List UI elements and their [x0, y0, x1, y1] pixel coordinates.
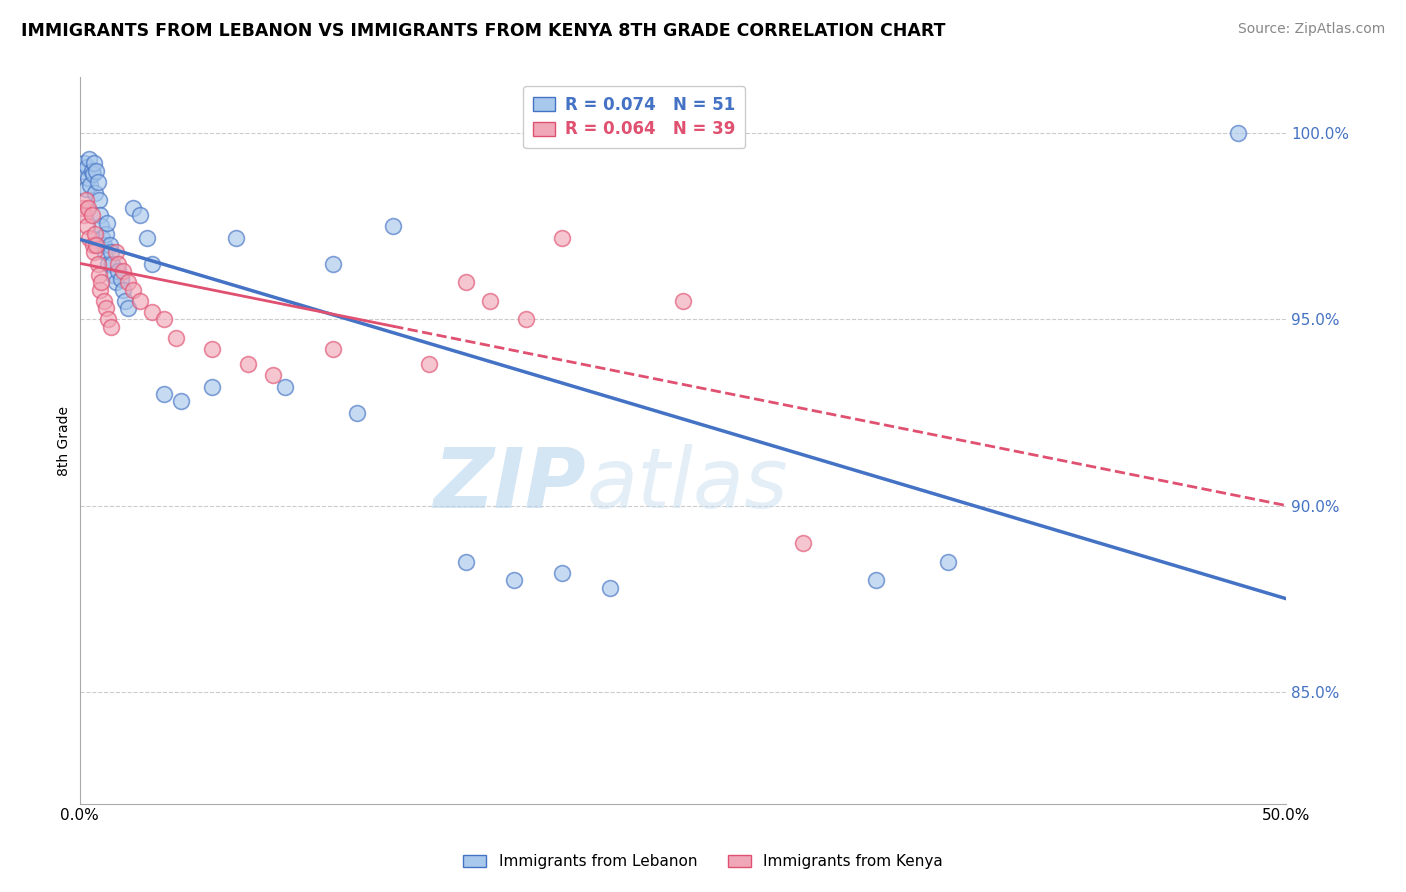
Y-axis label: 8th Grade: 8th Grade	[58, 406, 72, 475]
Point	[599, 581, 621, 595]
Point	[107, 264, 129, 278]
Text: IMMIGRANTS FROM LEBANON VS IMMIGRANTS FROM KENYA 8TH GRADE CORRELATION CHART: IMMIGRANTS FROM LEBANON VS IMMIGRANTS FR…	[21, 22, 946, 40]
Point	[141, 305, 163, 319]
Point	[76, 160, 98, 174]
Point	[454, 555, 477, 569]
Point	[110, 271, 132, 285]
Point	[90, 219, 112, 234]
Point	[77, 230, 100, 244]
Point	[201, 343, 224, 357]
Point	[114, 293, 136, 308]
Text: ZIP: ZIP	[433, 443, 586, 524]
Point	[84, 227, 107, 241]
Point	[91, 230, 114, 244]
Point	[128, 208, 150, 222]
Point	[551, 230, 574, 244]
Point	[84, 186, 107, 200]
Point	[77, 171, 100, 186]
Point	[136, 230, 159, 244]
Point	[93, 293, 115, 308]
Point	[936, 555, 959, 569]
Point	[75, 194, 97, 208]
Point	[103, 268, 125, 282]
Point	[80, 163, 103, 178]
Point	[93, 238, 115, 252]
Point	[87, 268, 110, 282]
Point	[111, 264, 134, 278]
Point	[94, 245, 117, 260]
Point	[346, 406, 368, 420]
Point	[100, 320, 122, 334]
Point	[551, 566, 574, 580]
Point	[87, 194, 110, 208]
Point	[94, 301, 117, 316]
Point	[89, 208, 111, 222]
Point	[454, 275, 477, 289]
Point	[322, 257, 344, 271]
Point	[75, 182, 97, 196]
Point	[121, 201, 143, 215]
Point	[90, 275, 112, 289]
Point	[82, 238, 104, 252]
Point	[80, 208, 103, 222]
Point	[77, 201, 100, 215]
Point	[76, 219, 98, 234]
Text: Source: ZipAtlas.com: Source: ZipAtlas.com	[1237, 22, 1385, 37]
Point	[865, 573, 887, 587]
Legend: Immigrants from Lebanon, Immigrants from Kenya: Immigrants from Lebanon, Immigrants from…	[457, 848, 949, 875]
Point	[104, 275, 127, 289]
Point	[101, 257, 124, 271]
Point	[86, 238, 108, 252]
Point	[201, 379, 224, 393]
Point	[98, 238, 121, 252]
Point	[165, 331, 187, 345]
Point	[86, 257, 108, 271]
Point	[672, 293, 695, 308]
Point	[94, 227, 117, 241]
Point	[382, 219, 405, 234]
Point	[170, 394, 193, 409]
Point	[86, 163, 108, 178]
Point	[418, 357, 440, 371]
Point	[238, 357, 260, 371]
Point	[153, 387, 176, 401]
Point	[111, 283, 134, 297]
Point	[478, 293, 501, 308]
Point	[72, 163, 94, 178]
Point	[89, 283, 111, 297]
Point	[96, 216, 118, 230]
Point	[502, 573, 524, 587]
Point	[107, 257, 129, 271]
Point	[73, 156, 96, 170]
Point	[100, 245, 122, 260]
Point	[225, 230, 247, 244]
Point	[117, 275, 139, 289]
Point	[73, 208, 96, 222]
Point	[128, 293, 150, 308]
Point	[273, 379, 295, 393]
Point	[97, 312, 120, 326]
Point	[104, 245, 127, 260]
Point	[97, 257, 120, 271]
Point	[153, 312, 176, 326]
Point	[83, 156, 105, 170]
Point	[141, 257, 163, 271]
Point	[515, 312, 537, 326]
Point	[117, 301, 139, 316]
Point	[77, 153, 100, 167]
Point	[121, 283, 143, 297]
Point	[792, 536, 814, 550]
Point	[82, 167, 104, 181]
Point	[86, 175, 108, 189]
Legend: R = 0.074   N = 51, R = 0.064   N = 39: R = 0.074 N = 51, R = 0.064 N = 39	[523, 86, 745, 148]
Point	[72, 201, 94, 215]
Point	[83, 245, 105, 260]
Point	[79, 178, 101, 193]
Text: atlas: atlas	[586, 443, 787, 524]
Point	[262, 368, 284, 383]
Point	[1226, 126, 1249, 140]
Point	[322, 343, 344, 357]
